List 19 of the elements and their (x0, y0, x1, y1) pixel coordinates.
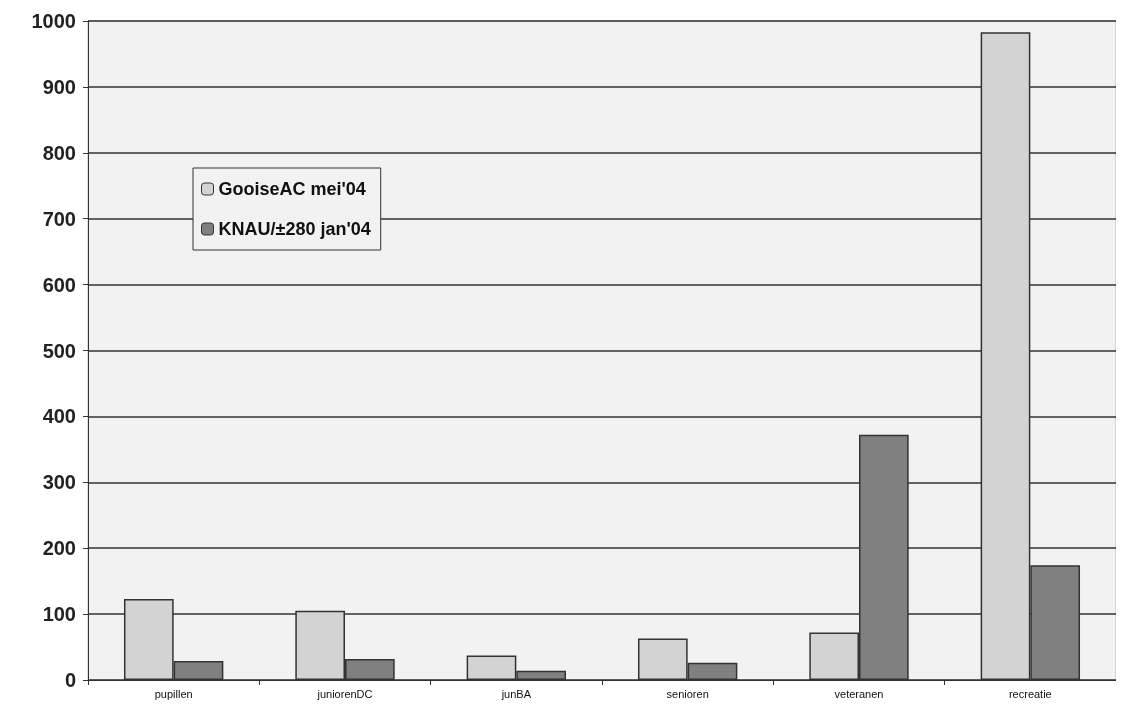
y-tick-label: 200 (42, 537, 76, 560)
x-tick-label: recreatie (1008, 687, 1052, 700)
y-tick-label: 400 (42, 405, 76, 428)
x-tick-label: senioren (666, 687, 709, 700)
x-tick-label: junBA (500, 687, 532, 700)
y-tick-label: 1000 (31, 10, 76, 32)
x-tick-label: pupillen (154, 687, 193, 700)
legend-label: GooiseAC mei'04 (218, 179, 366, 199)
y-tick-label: 800 (42, 141, 76, 164)
y-tick-label: 0 (64, 669, 76, 691)
legend-label: KNAU/±280 jan'04 (218, 219, 371, 239)
y-tick-label: 900 (42, 75, 76, 98)
y-tick-label: 600 (42, 273, 76, 296)
y-tick-label: 500 (42, 339, 76, 362)
x-tick-label: juniorenDC (316, 687, 373, 700)
y-tick-label: 100 (42, 603, 76, 626)
y-tick-label: 700 (42, 207, 76, 230)
y-tick-label: 300 (42, 471, 76, 494)
x-tick-label: veteranen (834, 687, 884, 700)
